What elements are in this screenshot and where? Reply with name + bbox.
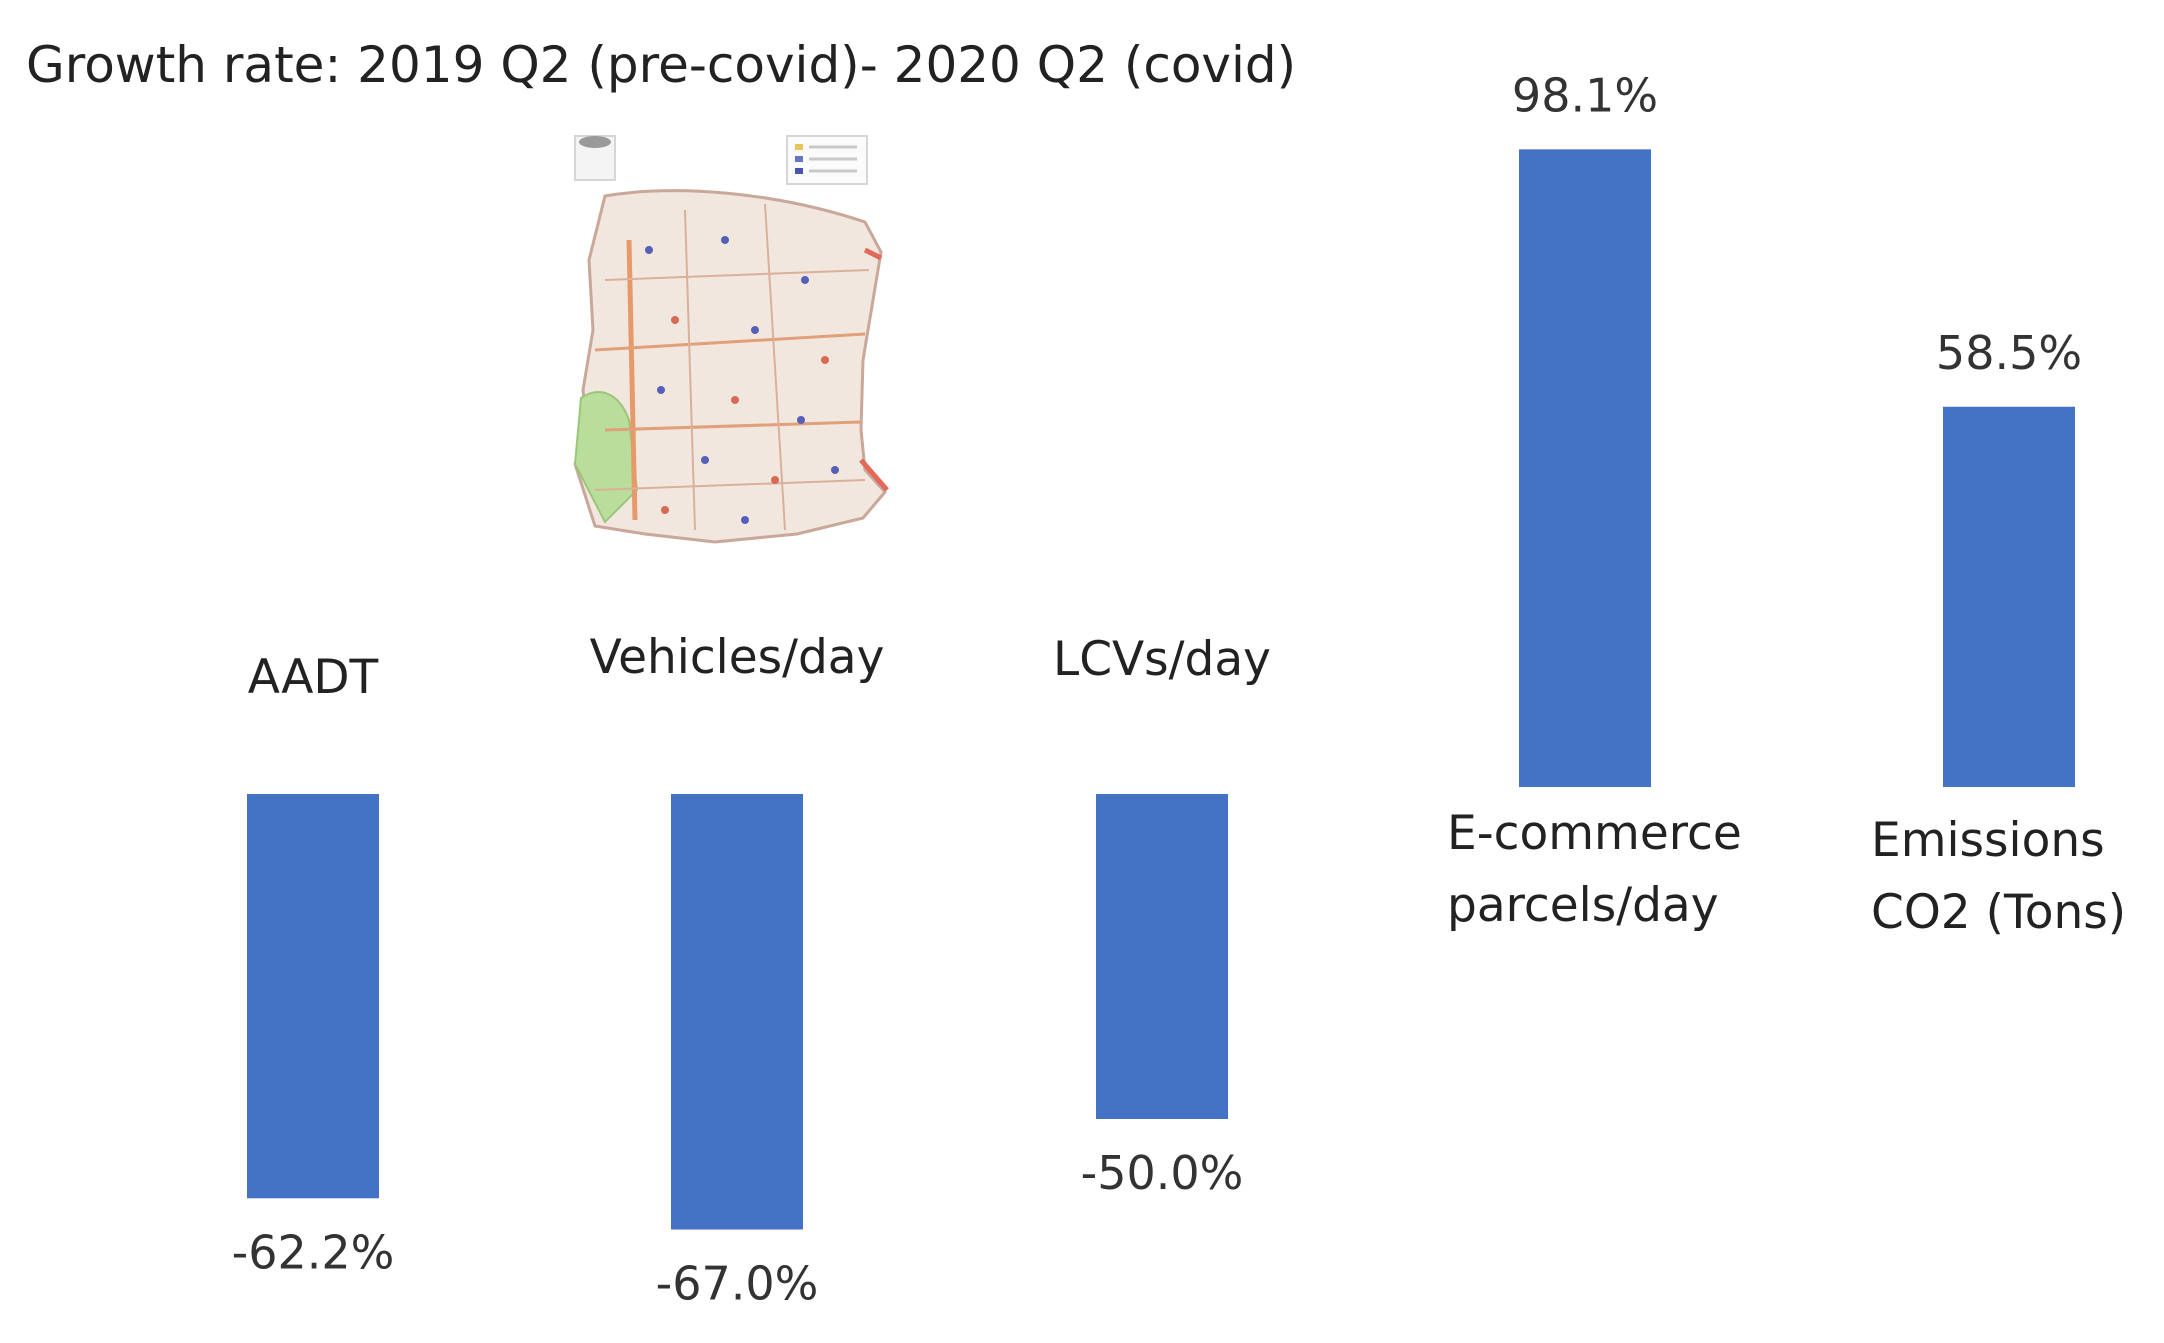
- bars-layer: [247, 149, 2075, 1230]
- category-label-4-line-1: E-commerce: [1447, 806, 1742, 861]
- value-label-5: 58.5%: [1936, 326, 2082, 380]
- chart-title: Growth rate: 2019 Q2 (pre-covid)- 2020 Q…: [26, 36, 1296, 94]
- category-label-4-line-2: parcels/day: [1447, 878, 1719, 933]
- value-label-2: -67.0%: [656, 1257, 819, 1311]
- bar-2: [671, 794, 803, 1230]
- category-label-5-line-1: Emissions: [1871, 813, 2105, 868]
- bar-1: [247, 794, 379, 1199]
- bar-5: [1943, 406, 2075, 787]
- category-label-3: LCVs/day: [1053, 632, 1271, 687]
- value-label-3: -50.0%: [1081, 1146, 1244, 1200]
- bar-3: [1096, 794, 1228, 1119]
- category-label-2: Vehicles/day: [590, 630, 885, 685]
- value-label-4: 98.1%: [1512, 68, 1658, 122]
- category-label-5-line-2: CO2 (Tons): [1871, 885, 2126, 940]
- bar-4: [1519, 149, 1651, 788]
- value-label-1: -62.2%: [232, 1225, 395, 1279]
- labels-layer: -62.2% AADT -67.0% Vehicles/day -50.0% LCVs/d…: [232, 68, 2126, 1310]
- city-district-map-image: [573, 135, 889, 544]
- category-label-1: AADT: [248, 650, 379, 705]
